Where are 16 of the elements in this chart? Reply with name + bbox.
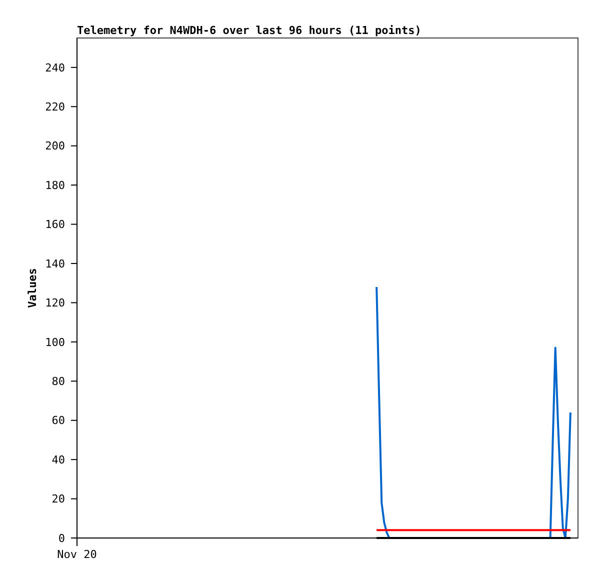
y-tick-label: 200	[45, 140, 65, 153]
y-tick-label: 140	[45, 257, 65, 270]
y-axis-title: Values	[26, 268, 39, 308]
y-tick-label: 60	[52, 414, 65, 428]
y-tick-label: 40	[52, 453, 65, 466]
y-tick-label: 20	[52, 492, 65, 506]
y-tick-label: 240	[45, 61, 65, 74]
chart-title: Telemetry for N4WDH-6 over last 96 hours (11 points)	[77, 24, 422, 37]
y-tick-label: 100	[45, 336, 65, 349]
y-tick-label: 220	[45, 100, 65, 114]
y-tick-label: 180	[45, 178, 65, 192]
y-tick-label: 0	[58, 532, 65, 545]
y-tick-label: 80	[52, 374, 65, 388]
y-tick-label: 160	[45, 218, 65, 232]
text: Nov 20	[57, 548, 97, 561]
y-tick-label: 120	[45, 296, 65, 310]
